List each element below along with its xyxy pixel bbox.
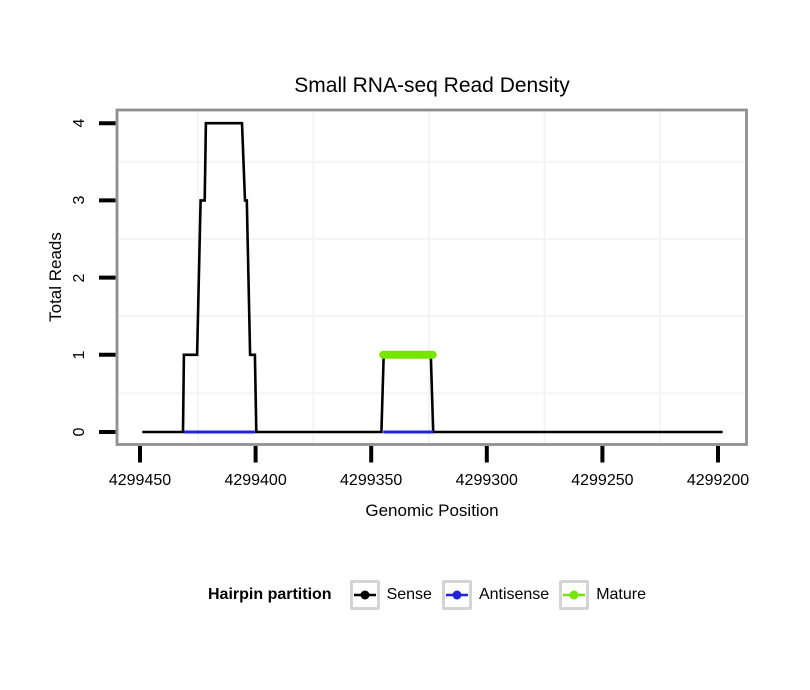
y-tick-label: 0 [71, 427, 88, 437]
legend-entry-sense: Sense [349, 580, 442, 610]
y-tick-label: 4 [71, 118, 88, 128]
legend-label-sense: Sense [386, 586, 432, 603]
legend-label-mature: Mature [596, 586, 646, 603]
x-tick-label: 4299300 [455, 472, 518, 489]
antisense-line-dot-icon [445, 590, 468, 600]
x-tick-label: 4299250 [571, 472, 634, 489]
y-tick-label: 2 [71, 273, 88, 283]
chart-title: Small RNA-seq Read Density [294, 74, 570, 97]
x-tick-label: 4299200 [686, 472, 750, 489]
x-tick-label: 4299350 [340, 472, 403, 489]
plot-panel [99, 108, 748, 463]
y-tick-label: 1 [71, 350, 88, 360]
sense-line-dot-icon [353, 590, 376, 600]
legend-key-antisense [441, 580, 472, 610]
x-tick-label: 4299400 [224, 472, 287, 489]
legend-key-sense [349, 580, 380, 610]
legend-entry-mature: Mature [559, 580, 656, 610]
legend-entry-antisense: Antisense [441, 580, 559, 610]
mature-line-dot-icon [563, 590, 586, 600]
series-sense [142, 121, 723, 434]
x-axis-label: Genomic Position [365, 501, 499, 520]
legend: Hairpin partition Sense Antisense [54, 578, 810, 612]
legend-key-mature [559, 580, 590, 610]
legend-label-antisense: Antisense [478, 586, 550, 603]
legend-title: Hairpin partition [208, 586, 332, 603]
y-axis-label: Total Reads [46, 232, 65, 322]
x-tick-label: 4299450 [108, 472, 172, 489]
y-tick-label: 3 [71, 195, 88, 205]
panel-border [115, 108, 748, 446]
